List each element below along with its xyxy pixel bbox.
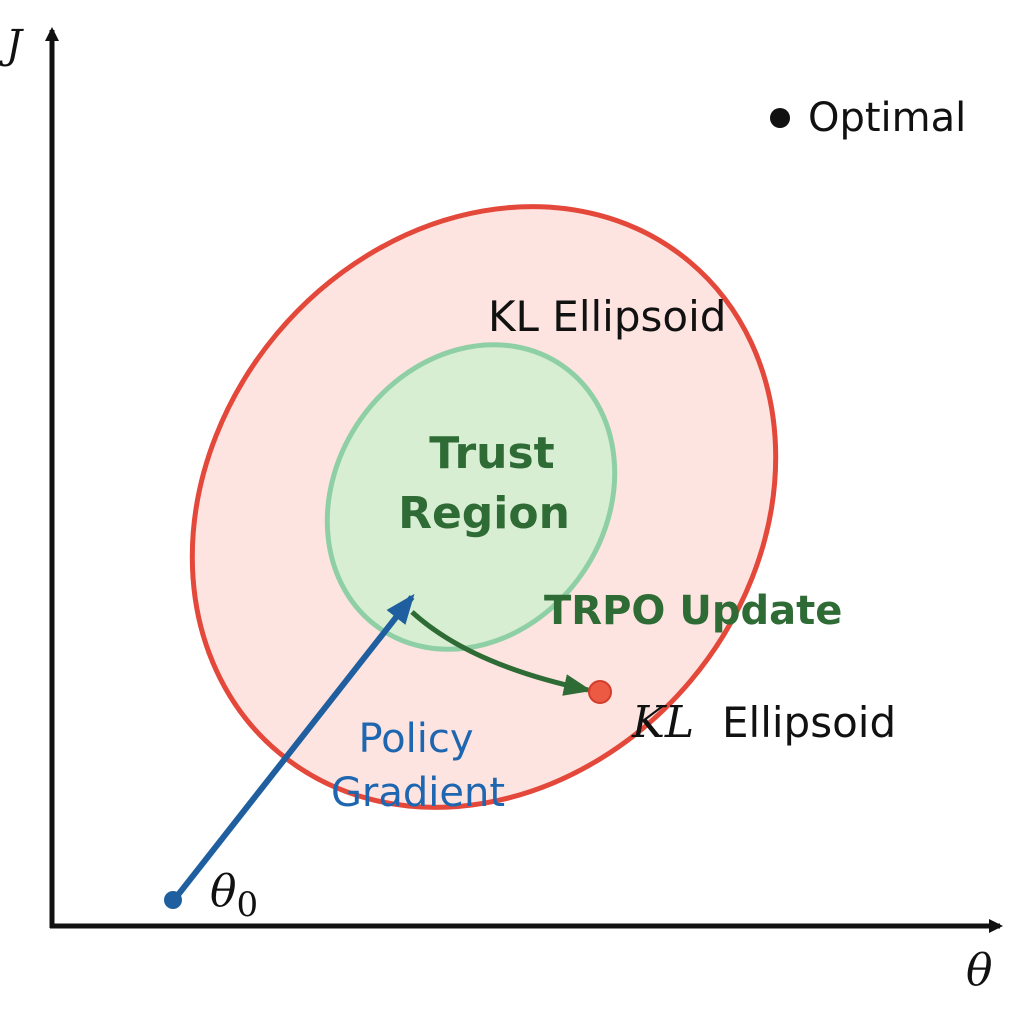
y-axis-label: J (0, 22, 24, 68)
policy-gradient-arrow (171, 593, 415, 902)
update-point (588, 680, 612, 704)
start-point-label: θ0 (210, 866, 258, 925)
trpo-update-label: TRPO Update (544, 588, 842, 634)
update-point-text-label: Ellipsoid (722, 698, 896, 747)
start-point (164, 891, 182, 909)
trust-region-label-line1: Trust (429, 428, 554, 479)
policy-gradient-label-line1: Policy (358, 716, 473, 762)
kl-ellipsoid-label: KL Ellipsoid (488, 292, 726, 341)
start-point-subscript: 0 (237, 885, 259, 925)
update-point-math-label: KL (631, 697, 694, 748)
trpo-update-arrow (410, 610, 592, 696)
trust-region-label-line2: Region (398, 488, 570, 539)
start-point-symbol: θ (210, 866, 237, 917)
optimal-point (770, 108, 790, 128)
x-axis-label: θ (966, 945, 993, 996)
trust-region (324, 342, 618, 652)
optimal-label: Optimal (808, 95, 966, 141)
policy-gradient-label-line2: Gradient (331, 770, 505, 816)
